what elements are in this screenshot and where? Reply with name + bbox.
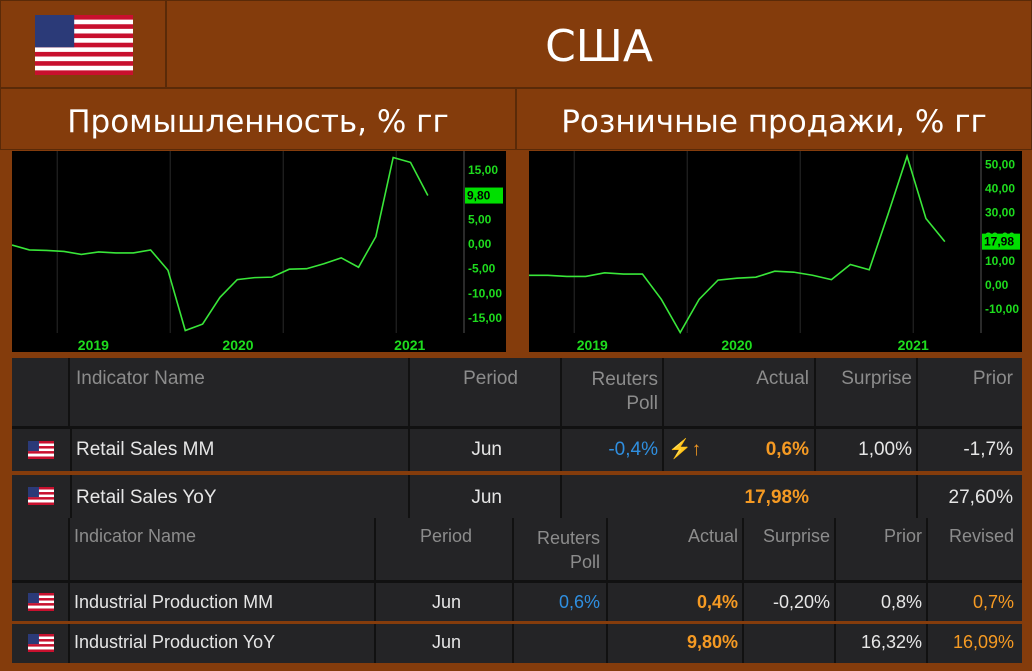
header-indicator-name: Indicator Name [76,368,205,389]
col-divider [814,429,816,471]
us-flag-icon [28,441,54,459]
header-flag-col [12,358,70,426]
x-tick-label: 2020 [222,337,253,352]
table-row[interactable]: Retail Sales MM Jun -0,4% ⚡↑ 0,6% 1,00% … [12,429,1022,471]
header-indicator-name: Indicator Name [74,526,197,546]
industry-table: Indicator Name Period Reuters Poll Actua… [12,518,1022,663]
col-divider [374,518,376,663]
us-flag-icon [28,487,54,505]
col-divider [742,518,744,663]
last-value-label: 9,80 [467,189,491,203]
series-line [11,156,429,332]
actual-value: 9,80% [686,632,738,652]
right-panel-title: Розничные продажи, % гг [516,88,1032,150]
y-tick-label: 50,00 [985,158,1015,172]
y-tick-label: -15,00 [468,311,502,325]
period-value: Jun [431,592,461,612]
col-divider [606,518,608,663]
table-row[interactable]: Industrial Production YoY Jun 9,80% 16,3… [12,624,1022,663]
col-divider [512,518,514,663]
industry-chart: 15,00 5,00 0,00 -5,00 -10,00 -15,00 9,80 2019 20… [11,151,503,353]
row-divider [12,621,1022,624]
indicator-name: Retail Sales MM [76,439,215,460]
header-prior: Prior [883,526,922,546]
period-value: Jun [431,632,461,652]
header-surprise: Surprise [762,526,830,546]
table-row[interactable]: Retail Sales YoY Jun 17,98% 27,60% [12,475,1022,518]
y-tick-label: 40,00 [985,182,1015,196]
industry-chart-panel: 15,00 5,00 0,00 -5,00 -10,00 -15,00 9,80 2019 20… [11,151,506,353]
y-tick-label: -10,00 [985,302,1019,316]
x-tick-label: 2019 [577,337,608,352]
period-value: Jun [471,439,502,460]
page-title: США [166,0,1032,88]
actual-value: 17,98% [744,487,809,508]
indicator-name: Retail Sales YoY [76,487,217,508]
header-period: Period [419,526,472,546]
x-tick-label: 2021 [394,337,425,352]
actual-value: 0,6% [765,439,809,460]
y-tick-label: 0,00 [468,237,492,251]
retail-table: Indicator Name Period Reuters Poll Actua… [12,358,1022,518]
header-prior: Prior [972,368,1013,389]
row-divider [12,426,1022,429]
y-tick-label: 30,00 [985,206,1015,220]
y-tick-label: 5,00 [468,212,492,226]
poll-value: 0,6% [558,592,600,612]
revised-value: 16,09% [952,632,1014,652]
retail-chart: 50,0040,0030,0020,0010,000,00-10,0017,98… [528,151,1020,353]
header-reuters-poll: Reuters Poll [591,369,658,414]
y-tick-label: 10,00 [985,254,1015,268]
revised-value: 0,7% [972,592,1014,612]
y-tick-label: -10,00 [468,286,502,300]
header-surprise: Surprise [841,368,912,389]
us-flag-icon [28,593,54,611]
surprise-value: 1,00% [858,439,912,460]
surprise-arrow-icon: ⚡↑ [668,439,702,460]
col-divider [926,518,928,663]
x-tick-label: 2021 [898,337,929,352]
col-divider [662,358,664,426]
prior-value: 16,32% [860,632,922,652]
row-divider [12,580,1022,583]
retail-chart-panel: 50,0040,0030,0020,0010,000,00-10,0017,98… [528,151,1022,353]
y-tick-label: 0,00 [985,278,1009,292]
prior-value: 27,60% [948,487,1013,508]
last-value-marker [982,233,1020,250]
header-reuters-poll: Reuters Poll [536,528,600,572]
last-value-label: 17,98 [984,235,1014,249]
indicator-name: Industrial Production MM [74,592,274,612]
header-actual: Actual [687,526,738,546]
actual-value: 0,4% [696,592,738,612]
period-value: Jun [471,487,502,508]
last-value-marker [465,187,503,204]
header-revised: Revised [948,526,1014,546]
col-divider [560,358,562,426]
series-line [529,153,946,335]
prior-value: -1,7% [963,439,1013,460]
y-tick-label: 15,00 [468,163,498,177]
header-actual: Actual [756,368,809,389]
x-tick-label: 2019 [78,337,109,352]
surprise-value: -0,20% [772,592,830,612]
col-divider [662,429,664,471]
us-flag-icon [35,15,133,75]
header-flag-cell [0,0,166,88]
x-tick-label: 2020 [721,337,752,352]
prior-value: 0,8% [880,592,922,612]
col-divider [408,358,410,426]
y-tick-label: -5,00 [468,262,496,276]
us-flag-icon [28,634,54,652]
col-divider [916,358,918,426]
header-period: Period [463,368,518,389]
col-divider [814,358,816,426]
poll-value: -0,4% [608,439,658,460]
col-divider [68,518,70,663]
table-row[interactable]: Industrial Production MM Jun 0,6% 0,4% -… [12,583,1022,621]
col-divider [834,518,836,663]
indicator-name: Industrial Production YoY [74,632,276,652]
left-panel-title: Промышленность, % гг [0,88,516,150]
row-divider [12,471,1022,475]
